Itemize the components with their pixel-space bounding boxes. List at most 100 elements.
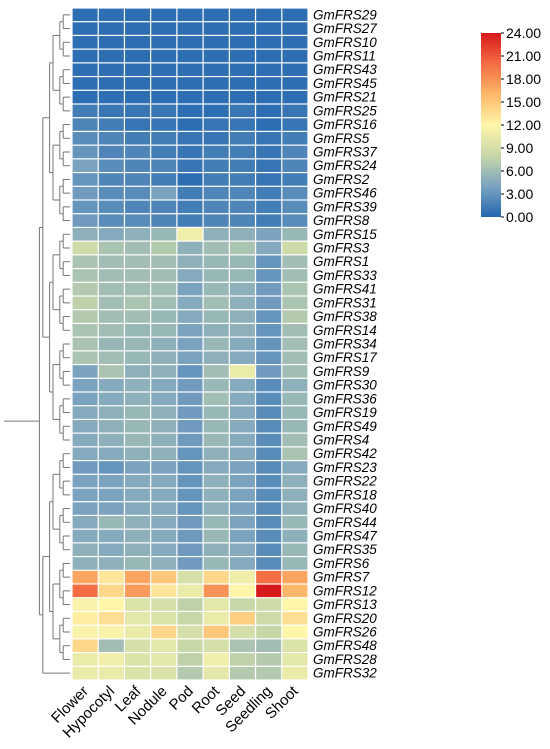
heatmap-cell: [72, 365, 98, 378]
heatmap-cell: [229, 296, 255, 310]
heatmap-cell: [98, 570, 124, 584]
heatmap-cell: [256, 529, 282, 543]
heatmap-cell: [72, 200, 98, 214]
heatmap-cell: [229, 351, 255, 364]
heatmap-cell: [282, 337, 308, 351]
heatmap-cell: [125, 433, 151, 447]
heatmap-cell: [151, 653, 177, 666]
heatmap-cell: [256, 365, 282, 378]
row-label: GmFRS12: [313, 583, 377, 598]
heatmap-cell: [177, 351, 203, 364]
heatmap-cell: [98, 104, 124, 118]
heatmap-cell: [177, 392, 203, 406]
heatmap-cell: [72, 488, 98, 502]
heatmap-cell: [98, 22, 124, 35]
heatmap-cell: [125, 241, 151, 255]
heatmap-cell: [203, 488, 229, 502]
heatmap-cell: [72, 392, 98, 406]
heatmap-cell: [72, 570, 98, 584]
heatmap-cell: [125, 488, 151, 502]
column-labels: FlowerHypocotylLeafNodulePodRootSeedSeed…: [48, 682, 302, 741]
heatmap-cell: [98, 529, 124, 543]
heatmap-cell: [151, 612, 177, 625]
heatmap-cell: [125, 639, 151, 652]
heatmap-cell: [72, 77, 98, 90]
colorbar-tick-label: 24.00: [506, 25, 541, 41]
heatmap-cell: [177, 159, 203, 172]
heatmap-cell: [125, 173, 151, 186]
heatmap-cell: [98, 461, 124, 474]
heatmap-cell: [203, 420, 229, 433]
row-label: GmFRS16: [313, 117, 377, 132]
colorbar: 24.00 21.00 18.00 15.00 12.00 9.00 6.00 3.00 0.0…: [481, 25, 541, 225]
heatmap-cell: [125, 502, 151, 515]
heatmap-cell: [98, 132, 124, 145]
heatmap-cell: [177, 173, 203, 186]
heatmap-cell: [229, 145, 255, 159]
heatmap-cell: [256, 351, 282, 364]
heatmap-cell: [125, 584, 151, 598]
heatmap-cell: [125, 324, 151, 337]
heatmap-cell: [177, 543, 203, 556]
heatmap-cell: [229, 132, 255, 145]
heatmap-cell: [125, 406, 151, 419]
heatmap-cell: [229, 90, 255, 104]
heatmap-cell: [177, 653, 203, 666]
heatmap-cell: [229, 406, 255, 419]
heatmap-cell: [282, 570, 308, 584]
heatmap-cell: [229, 433, 255, 447]
heatmap-cell: [177, 214, 203, 227]
heatmap-cell: [72, 296, 98, 310]
heatmap-cell: [203, 118, 229, 131]
heatmap-cell: [72, 378, 98, 392]
heatmap-cell: [125, 296, 151, 310]
heatmap-cell: [98, 378, 124, 392]
heatmap-cell: [282, 612, 308, 625]
heatmap-cell: [177, 22, 203, 35]
heatmap-cell: [229, 49, 255, 63]
heatmap-cell: [256, 49, 282, 63]
heatmap-cell: [256, 118, 282, 131]
row-label: GmFRS44: [313, 515, 377, 530]
row-label: GmFRS5: [313, 131, 370, 146]
heatmap-cell: [203, 159, 229, 172]
heatmap-cell: [256, 22, 282, 35]
heatmap-cell: [177, 406, 203, 419]
row-label: GmFRS20: [313, 611, 377, 626]
heatmap-cell: [72, 666, 98, 680]
heatmap-cell: [256, 543, 282, 556]
heatmap-cell: [256, 200, 282, 214]
heatmap-cell: [72, 63, 98, 76]
heatmap-cell: [177, 282, 203, 296]
heatmap-cell: [98, 337, 124, 351]
heatmap-cell: [151, 516, 177, 529]
heatmap-cell: [125, 228, 151, 241]
heatmap-cell: [229, 214, 255, 227]
heatmap-cell: [203, 77, 229, 90]
heatmap-cell: [229, 22, 255, 35]
heatmap-cell: [282, 296, 308, 310]
heatmap-cell: [256, 104, 282, 118]
heatmap-cell: [151, 337, 177, 351]
heatmap-cell: [282, 502, 308, 515]
heatmap-cell: [203, 145, 229, 159]
row-label: GmFRS27: [313, 21, 377, 36]
heatmap-cell: [72, 159, 98, 172]
heatmap-cell: [151, 145, 177, 159]
heatmap-cell: [98, 420, 124, 433]
heatmap-cell: [203, 598, 229, 611]
heatmap-cell: [98, 365, 124, 378]
heatmap-cell: [98, 516, 124, 529]
heatmap-cell: [98, 159, 124, 172]
heatmap-cell: [229, 392, 255, 406]
heatmap-cell: [256, 557, 282, 570]
heatmap-cell: [203, 132, 229, 145]
row-label: GmFRS33: [313, 268, 377, 283]
heatmap-cell: [203, 173, 229, 186]
row-label: GmFRS14: [313, 323, 377, 338]
heatmap-cell: [256, 77, 282, 90]
heatmap-cell: [229, 310, 255, 323]
heatmap-cell: [203, 337, 229, 351]
heatmap-cell: [72, 474, 98, 488]
heatmap-cell: [256, 241, 282, 255]
